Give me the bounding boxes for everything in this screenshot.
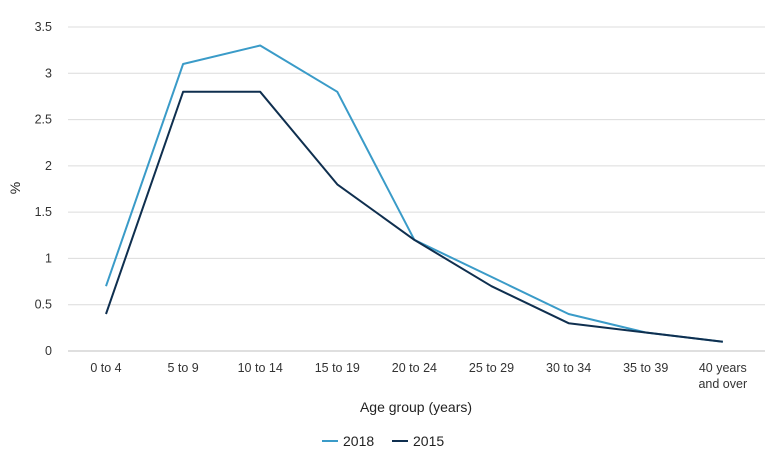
legend-label: 2015 bbox=[413, 433, 444, 449]
x-axis-title: Age group (years) bbox=[360, 399, 472, 415]
y-tick-label: 2 bbox=[45, 159, 52, 173]
x-tick-label: 35 to 39 bbox=[623, 361, 668, 375]
x-tick-label: 40 years and over bbox=[698, 361, 747, 391]
x-tick-label: 25 to 29 bbox=[469, 361, 514, 375]
x-tick-label: 15 to 19 bbox=[315, 361, 360, 375]
x-tick-label: 0 to 4 bbox=[90, 361, 121, 375]
y-tick-label: 0 bbox=[45, 344, 52, 358]
legend-label: 2018 bbox=[343, 433, 374, 449]
legend-item-2015: 2015 bbox=[392, 433, 444, 449]
series-line-2015 bbox=[105, 90, 723, 343]
x-axis-ticks: 0 to 4 5 to 9 10 to 14 15 to 19 20 to 24 25 t… bbox=[90, 361, 747, 391]
y-tick-label: 2.5 bbox=[35, 113, 52, 127]
x-tick-label: 5 to 9 bbox=[167, 361, 198, 375]
y-tick-label: 1 bbox=[45, 251, 52, 265]
legend: 2018 2015 bbox=[322, 433, 444, 449]
x-tick-label: 10 to 14 bbox=[238, 361, 283, 375]
legend-item-2018: 2018 bbox=[322, 433, 374, 449]
y-tick-label: 1.5 bbox=[35, 205, 52, 219]
y-tick-label: 0.5 bbox=[35, 298, 52, 312]
y-tick-label: 3.5 bbox=[35, 20, 52, 34]
series-line-2018 bbox=[105, 44, 723, 343]
gridlines bbox=[68, 26, 765, 352]
x-tick-label: 30 to 34 bbox=[546, 361, 591, 375]
y-axis-ticks: 0 0.5 1 1.5 2 2.5 3 3.5 bbox=[35, 20, 52, 358]
y-axis-title: % bbox=[7, 182, 23, 194]
y-tick-label: 3 bbox=[45, 66, 52, 80]
series-lines bbox=[105, 44, 723, 343]
x-tick-label: 20 to 24 bbox=[392, 361, 437, 375]
